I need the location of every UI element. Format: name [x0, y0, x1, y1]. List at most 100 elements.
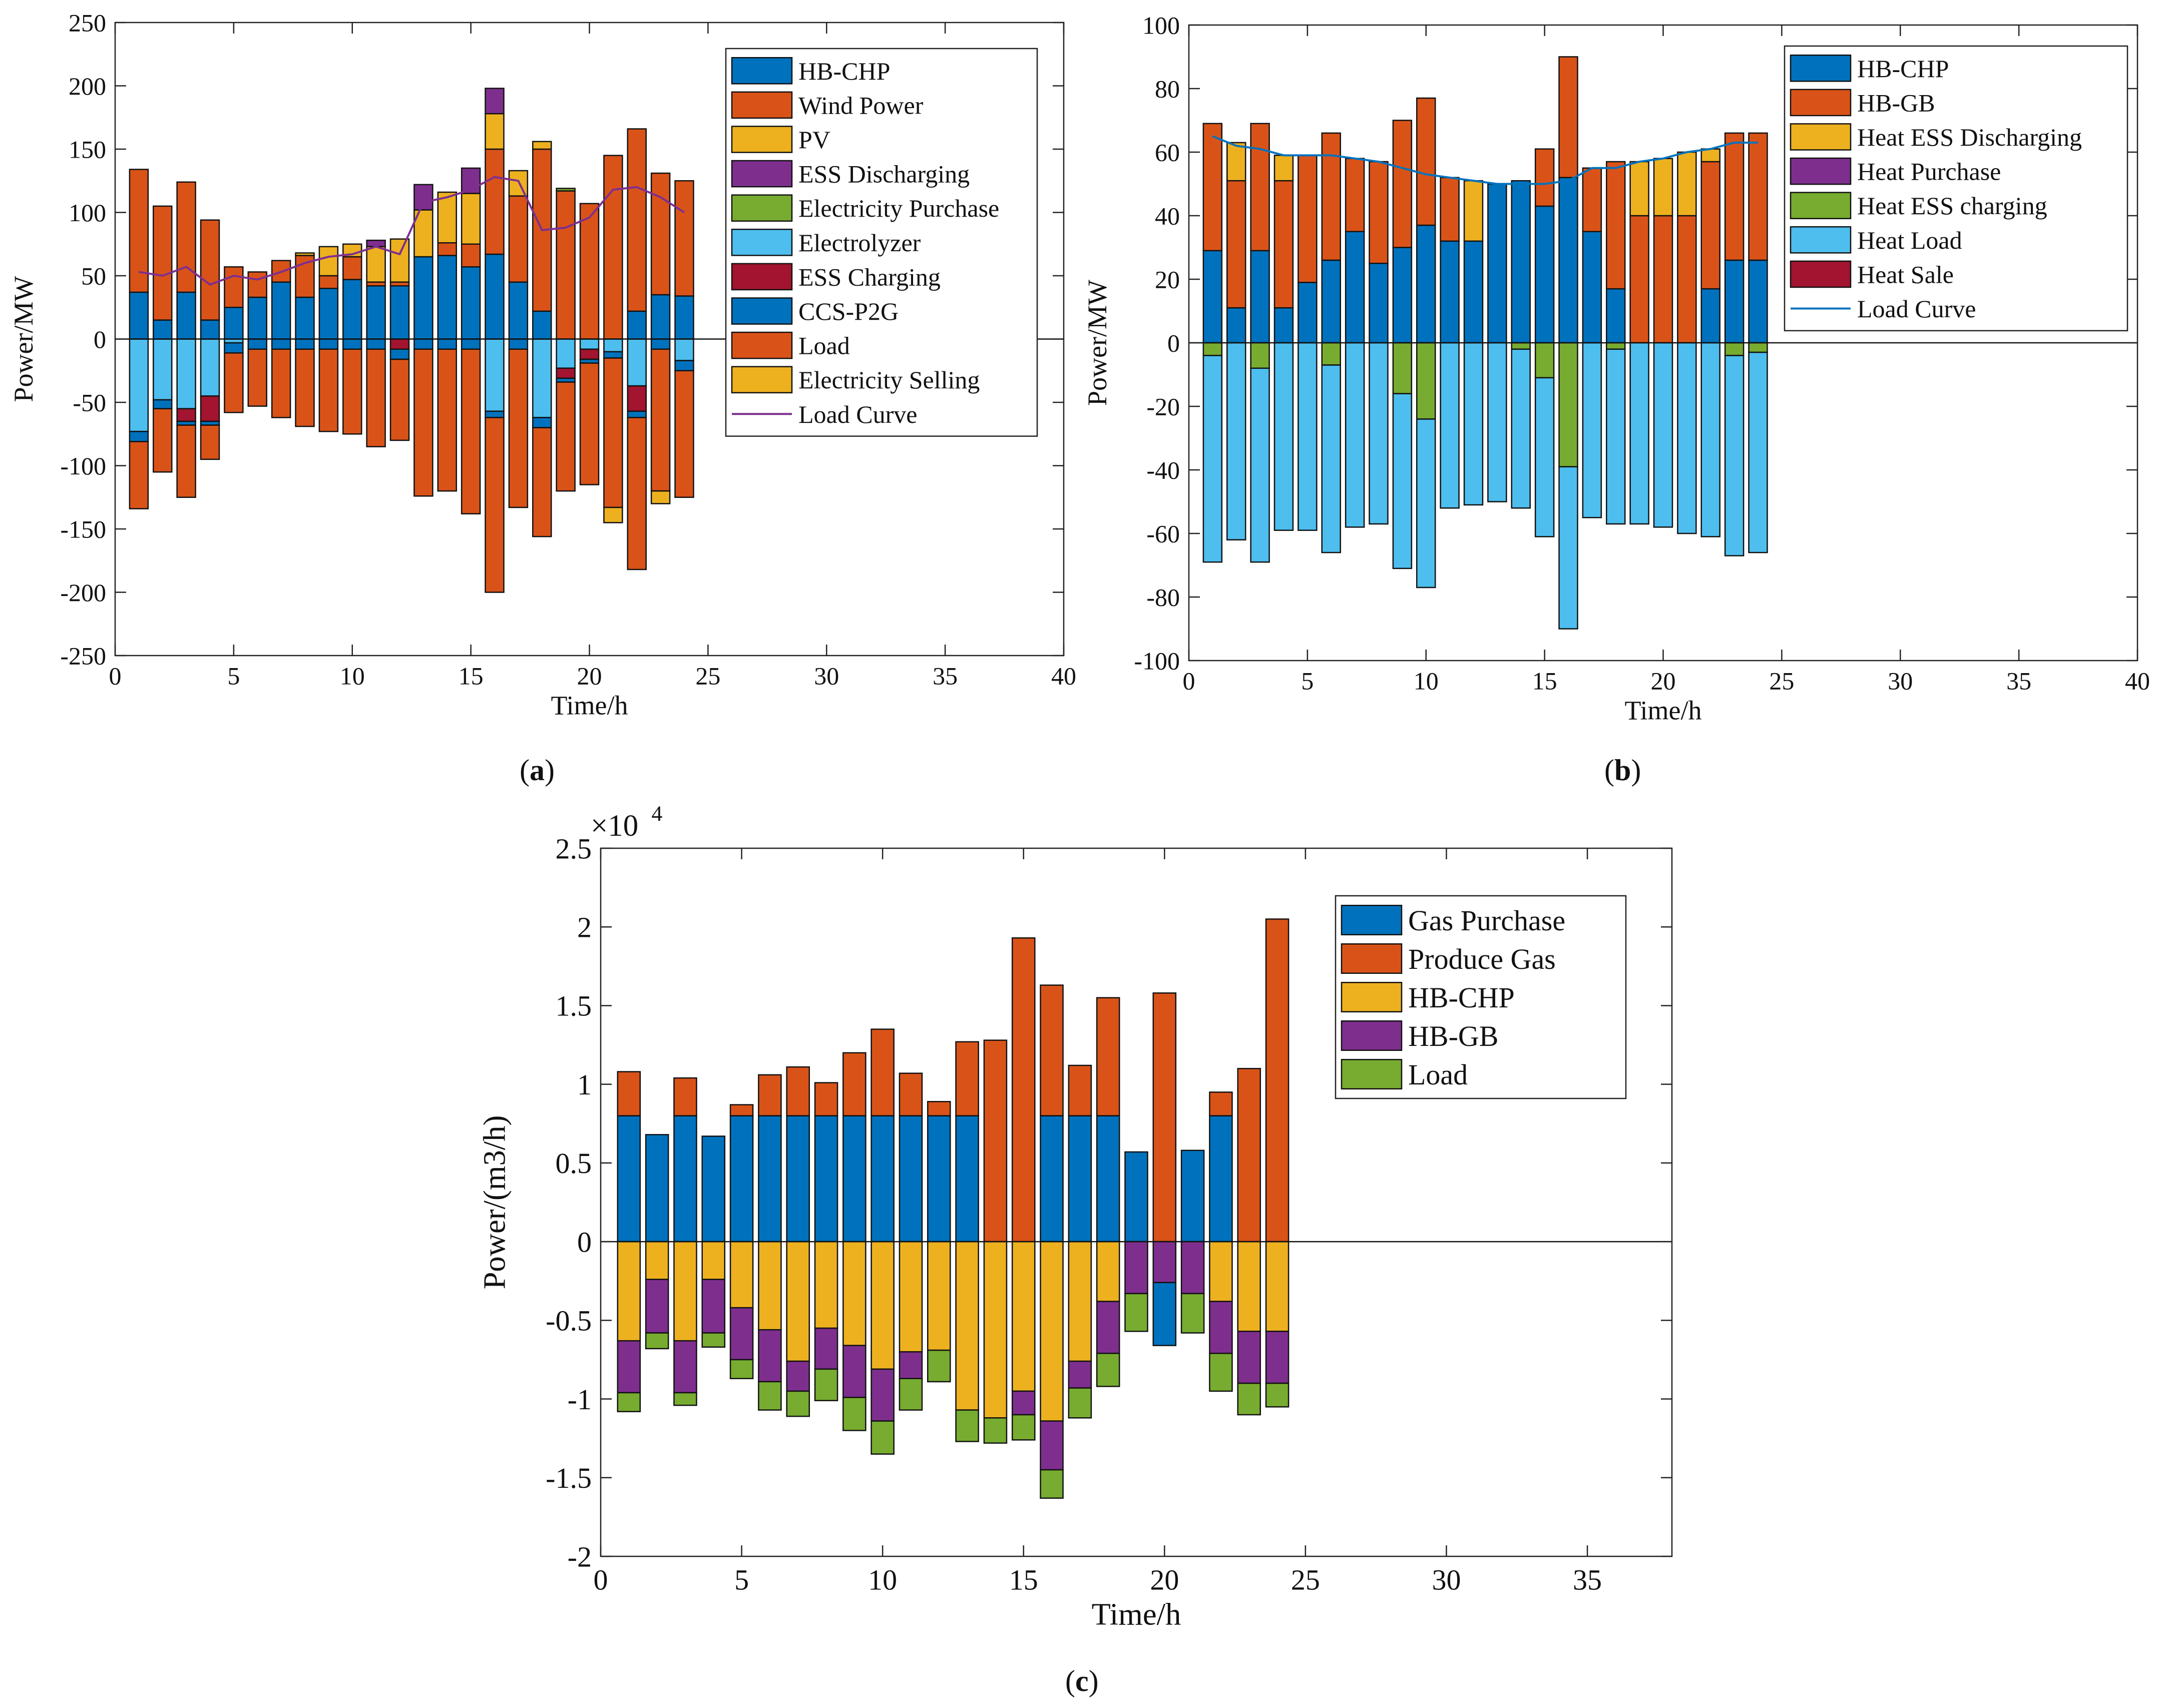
legend-box-b — [1784, 45, 2128, 332]
xtick-label-b-1: 5 — [1301, 667, 1314, 695]
bar-c-4-17 — [1096, 1353, 1120, 1387]
bar-b-1-22 — [1724, 132, 1745, 261]
bar-a-6-11 — [389, 338, 410, 350]
bar-c-2-4 — [729, 1241, 754, 1309]
bar-b-0-6 — [1345, 231, 1365, 344]
ytick-label-b-0: -100 — [1134, 647, 1180, 675]
bar-a-8-0 — [129, 441, 149, 509]
bar-c-1-23 — [1265, 918, 1289, 1243]
bar-b-5-16 — [1582, 342, 1602, 518]
bar-a-2-13 — [437, 191, 457, 244]
bar-c-1-14 — [1011, 937, 1036, 1243]
bar-c-2-2 — [673, 1241, 697, 1342]
bar-b-2-19 — [1653, 158, 1673, 217]
bar-c-3-2 — [673, 1340, 697, 1394]
xtick-label-b-8: 40 — [2125, 667, 2150, 695]
bar-a-0-22 — [650, 294, 671, 340]
bar-b-5-11 — [1463, 342, 1484, 506]
legend-label-c-2: HB-CHP — [1408, 981, 1515, 1014]
bar-b-2-18 — [1629, 161, 1649, 217]
bar-c-0-11 — [927, 1115, 951, 1243]
bar-c-3-9 — [871, 1368, 895, 1422]
bar-b-1-3 — [1273, 180, 1294, 309]
xtick-label-a-2: 10 — [340, 662, 365, 690]
bar-b-0-10 — [1440, 240, 1460, 344]
legend-label-a-7: CCS-P2G — [798, 297, 899, 325]
bar-c-0-15 — [1040, 1115, 1064, 1243]
legend-label-c-1: Produce Gas — [1408, 943, 1556, 975]
bar-c-3-21 — [1209, 1301, 1233, 1354]
legend-label-a-0: HB-CHP — [798, 57, 890, 85]
bar-a-0-9 — [342, 279, 362, 340]
bar-b-5-13 — [1511, 348, 1531, 509]
legend-swatch-a-3 — [731, 160, 793, 188]
bar-c-2-10 — [899, 1241, 923, 1353]
bar-a-7-6 — [271, 338, 291, 350]
bar-c-1-2 — [673, 1077, 697, 1116]
legend-label-c-4: Load — [1408, 1058, 1468, 1091]
bar-b-4-17 — [1606, 342, 1626, 350]
bar-a-7-5 — [247, 338, 267, 350]
bar-b-1-6 — [1345, 158, 1365, 233]
bar-c-2-13 — [983, 1241, 1008, 1419]
xtick-label-b-2: 10 — [1414, 667, 1439, 695]
bar-b-5-8 — [1392, 393, 1413, 570]
bar-a-0-21 — [627, 310, 647, 340]
legend-label-b-4: Heat ESS charging — [1857, 192, 2047, 220]
bar-a-1-21 — [627, 128, 647, 312]
bar-c-0-21 — [1209, 1115, 1233, 1243]
bar-a-0-23 — [674, 295, 694, 340]
xtick-label-a-3: 15 — [459, 662, 484, 690]
bar-a-7-23 — [674, 360, 694, 372]
ytick-label-a-7: 100 — [69, 199, 106, 227]
legend-swatch-c-3 — [1341, 1020, 1403, 1051]
bar-b-4-8 — [1392, 342, 1413, 394]
xtick-label-b-5: 25 — [1769, 667, 1794, 695]
bar-c-3-4 — [729, 1307, 754, 1361]
bar-a-8-11 — [389, 358, 410, 441]
bar-c-1-19 — [1152, 992, 1177, 1243]
bar-a-1-23 — [674, 180, 694, 297]
ytick-label-b-3: -40 — [1146, 456, 1180, 484]
bar-a-5-2 — [176, 338, 196, 409]
bar-c-0-3 — [701, 1135, 726, 1243]
bar-c-4-0 — [617, 1392, 641, 1412]
bar-c-3-5 — [758, 1329, 782, 1383]
bar-c-4-9 — [871, 1420, 895, 1455]
bar-c-0-4 — [729, 1115, 754, 1243]
bar-c-3-6 — [786, 1360, 810, 1392]
legend-label-a-2: PV — [798, 126, 830, 154]
xtick-label-b-6: 30 — [1888, 667, 1913, 695]
panel-label-b: (b) — [1604, 754, 1641, 787]
legend-label-a-10: Load Curve — [798, 400, 917, 428]
legend-label-a-1: Wind Power — [798, 91, 924, 119]
legend-label-a-8: Load — [798, 332, 850, 360]
xtick-label-c-1: 5 — [734, 1564, 749, 1596]
bar-b-2-1 — [1226, 142, 1246, 182]
bar-b-5-3 — [1273, 342, 1294, 531]
bar-c-0-16 — [1068, 1115, 1092, 1243]
bar-b-1-7 — [1369, 161, 1389, 264]
bar-a-1-15 — [485, 148, 505, 255]
bar-c-3-8 — [842, 1345, 866, 1398]
ytick-label-c-0: -2 — [568, 1540, 592, 1573]
bar-a-8-5 — [247, 348, 267, 407]
bar-a-6-3 — [200, 395, 220, 422]
bar-c-0-1 — [645, 1134, 669, 1243]
bar-c-2-8 — [842, 1241, 866, 1346]
bar-a-1-1 — [153, 205, 173, 321]
bar-a-1-8 — [318, 275, 339, 289]
xtick-label-c-7: 35 — [1573, 1564, 1602, 1596]
bar-b-0-1 — [1226, 307, 1246, 344]
bar-b-0-22 — [1724, 259, 1745, 344]
bar-a-1-9 — [342, 256, 362, 280]
bar-a-7-21 — [627, 410, 647, 418]
legend-swatch-c-2 — [1341, 981, 1403, 1013]
bar-c-1-5 — [758, 1074, 782, 1116]
bar-a-1-20 — [603, 155, 623, 340]
legend-label-c-3: HB-GB — [1408, 1020, 1498, 1052]
bar-a-7-10 — [366, 338, 386, 350]
bar-a-3-15 — [485, 88, 505, 115]
bar-c-0-18 — [1124, 1151, 1148, 1243]
legend-swatch-a-1 — [731, 91, 793, 119]
